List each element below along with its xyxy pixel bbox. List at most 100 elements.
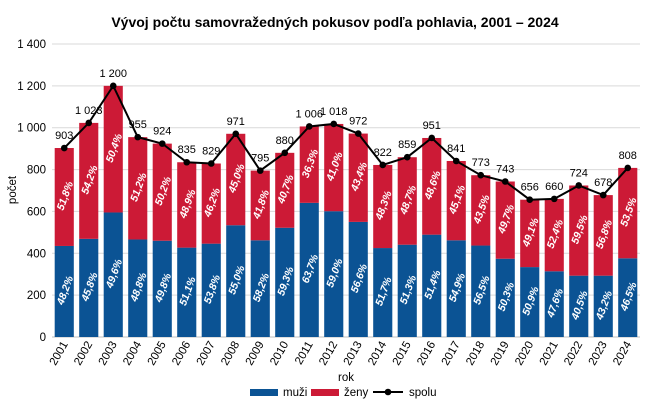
bar-zeny: [348, 133, 368, 222]
y-tick-label: 1 400: [17, 39, 46, 51]
total-point: [599, 191, 607, 199]
total-label: 841: [447, 143, 465, 155]
total-label: 880: [276, 135, 294, 147]
total-label: 1 006: [295, 108, 323, 120]
bar-zeny: [618, 167, 638, 259]
total-point: [550, 195, 558, 203]
bar-muzi: [471, 245, 491, 337]
total-label: 903: [55, 130, 73, 142]
bar-muzi: [544, 271, 564, 337]
x-tick-label: 2017: [440, 340, 463, 368]
total-point: [428, 134, 436, 142]
total-point: [575, 182, 583, 189]
bar-zeny: [544, 198, 564, 272]
total-label: 1 018: [320, 106, 348, 118]
total-label: 859: [398, 139, 416, 151]
legend-swatch-muzi: [250, 389, 278, 396]
y-tick-label: 1 200: [17, 81, 46, 93]
total-point: [526, 196, 534, 204]
x-tick-label: 2009: [244, 340, 267, 368]
x-tick-label: 2019: [489, 340, 512, 368]
x-tick-label: 2018: [464, 340, 487, 368]
bar-zeny: [177, 162, 197, 248]
bar-muzi: [446, 240, 466, 337]
total-point: [452, 157, 460, 165]
total-label: 924: [153, 126, 171, 138]
total-label: 951: [423, 120, 441, 132]
y-axis-label: počet: [7, 175, 19, 204]
bar-zeny: [593, 195, 613, 276]
x-tick-label: 2011: [293, 340, 316, 367]
bar-muzi: [299, 202, 319, 337]
bar-zeny: [471, 175, 491, 246]
x-tick-label: 2014: [366, 339, 389, 368]
x-tick-label: 2001: [48, 340, 71, 368]
x-tick-label: 2016: [415, 340, 438, 368]
y-axis: 0 200 400 600 800 1 000 1 200 1 400: [17, 39, 46, 344]
bar-muzi: [128, 239, 148, 337]
bar-zeny: [103, 85, 123, 213]
bar-muzi: [397, 244, 417, 337]
total-point: [183, 158, 191, 166]
x-axis: 2001 2002 2003 2004 2005 2006 2007 2008 2009 2010…: [48, 339, 635, 368]
bar-muzi: [324, 211, 344, 337]
total-label: 678: [594, 177, 612, 189]
total-point: [305, 123, 313, 130]
bars: 48,2%51,8%45,8%54,2%49,6%50,4%48,8%51,2%…: [54, 85, 640, 337]
total-point: [354, 130, 362, 137]
bar-zeny: [79, 122, 99, 239]
total-label: 835: [178, 144, 196, 156]
total-point: [158, 140, 166, 147]
x-axis-label: rok: [338, 372, 354, 384]
x-tick-label: 2008: [219, 340, 242, 368]
total-point: [60, 144, 68, 152]
bar-zeny: [373, 164, 393, 249]
chart-title: Vývoj počtu samovražedných pokusov podľa…: [111, 14, 559, 30]
bar-muzi: [79, 238, 99, 337]
x-tick-label: 2013: [342, 340, 365, 368]
total-point: [207, 160, 215, 167]
bar-zeny: [495, 181, 515, 259]
y-tick-label: 600: [27, 206, 46, 218]
bar-muzi: [520, 267, 540, 337]
total-point: [281, 149, 289, 157]
bar-muzi: [569, 275, 589, 337]
total-point: [256, 167, 264, 174]
total-point: [330, 120, 338, 128]
y-tick-label: 800: [27, 165, 46, 177]
bar-muzi: [422, 234, 442, 337]
bar-zeny: [226, 133, 246, 226]
y-tick-label: 400: [27, 248, 46, 260]
x-tick-label: 2006: [170, 340, 193, 368]
x-tick-label: 2010: [268, 340, 291, 368]
total-line: 903 1 023 1 200 955 924 835 829 971 795 880 1 0061…: [55, 68, 637, 204]
bar-muzi: [275, 227, 295, 337]
bar-muzi: [495, 258, 515, 337]
total-point: [501, 178, 509, 185]
bar-muzi: [54, 245, 74, 337]
total-label: 822: [374, 147, 392, 159]
x-tick-label: 2007: [195, 340, 218, 368]
total-point: [403, 153, 411, 161]
bar-zeny: [422, 137, 442, 235]
bar-zeny: [275, 152, 295, 228]
total-point: [134, 133, 142, 141]
x-tick-label: 2002: [72, 340, 95, 368]
total-label: 1 200: [99, 68, 127, 80]
x-tick-label: 2012: [317, 340, 340, 368]
x-tick-label: 2023: [587, 340, 610, 368]
x-tick-label: 2021: [538, 340, 561, 368]
total-label: 660: [545, 181, 563, 193]
x-tick-label: 2024: [611, 339, 634, 368]
y-tick-label: 1 000: [17, 123, 46, 135]
legend-swatch-zeny: [311, 389, 339, 396]
bar-muzi: [226, 225, 246, 337]
total-point: [85, 119, 93, 127]
total-label: 1 023: [75, 105, 103, 117]
total-point: [109, 82, 117, 90]
bar-zeny: [299, 126, 319, 203]
total-label: 773: [472, 157, 490, 169]
legend-label-spolu: spolu: [409, 387, 437, 399]
x-tick-label: 2005: [146, 340, 169, 368]
x-tick-label: 2004: [121, 339, 144, 368]
